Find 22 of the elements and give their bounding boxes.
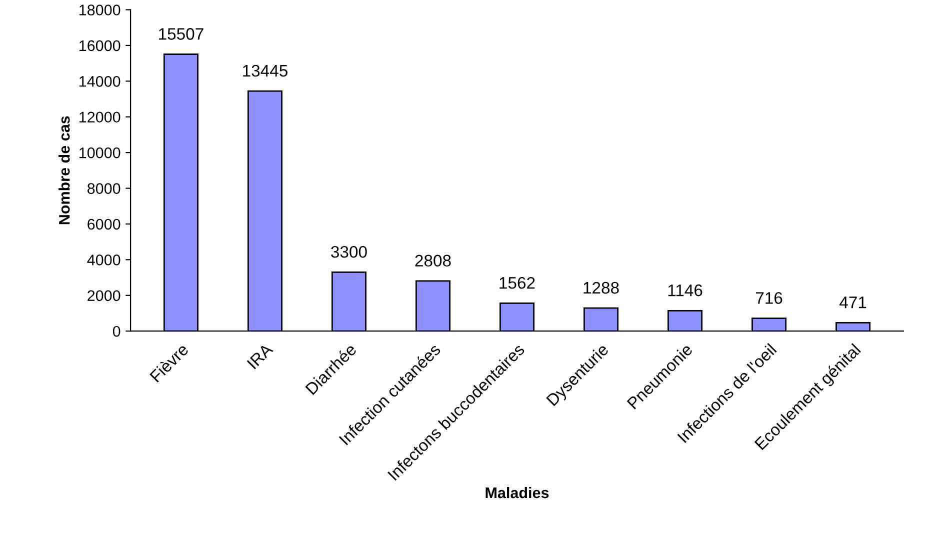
y-tick-label: 2000 (88, 290, 120, 302)
data-label: 1288 (584, 282, 619, 294)
x-tick-label: IRA (246, 342, 274, 370)
x-axis-title: Maladies (486, 486, 549, 498)
data-label: 1146 (668, 284, 702, 296)
data-label: 13445 (243, 64, 288, 77)
data-label: 716 (756, 292, 782, 304)
data-label: 15507 (159, 28, 204, 40)
y-tick-label: 0 (112, 326, 120, 337)
y-axis-title: Nombre de cas (58, 116, 70, 224)
data-label: 3300 (331, 246, 367, 258)
y-tick-label: 6000 (88, 218, 120, 230)
y-tick-label: 10000 (80, 147, 120, 158)
y-tick-label: 8000 (88, 183, 120, 194)
data-label: 471 (840, 296, 866, 308)
data-label: 1562 (500, 277, 535, 289)
y-tick-label: 12000 (80, 112, 120, 123)
data-label: 2808 (415, 254, 451, 267)
y-tick-label: 18000 (80, 4, 120, 16)
y-tick-label: 16000 (80, 40, 120, 52)
y-tick-label: 4000 (87, 254, 120, 266)
y-tick-label: 14000 (80, 76, 120, 87)
